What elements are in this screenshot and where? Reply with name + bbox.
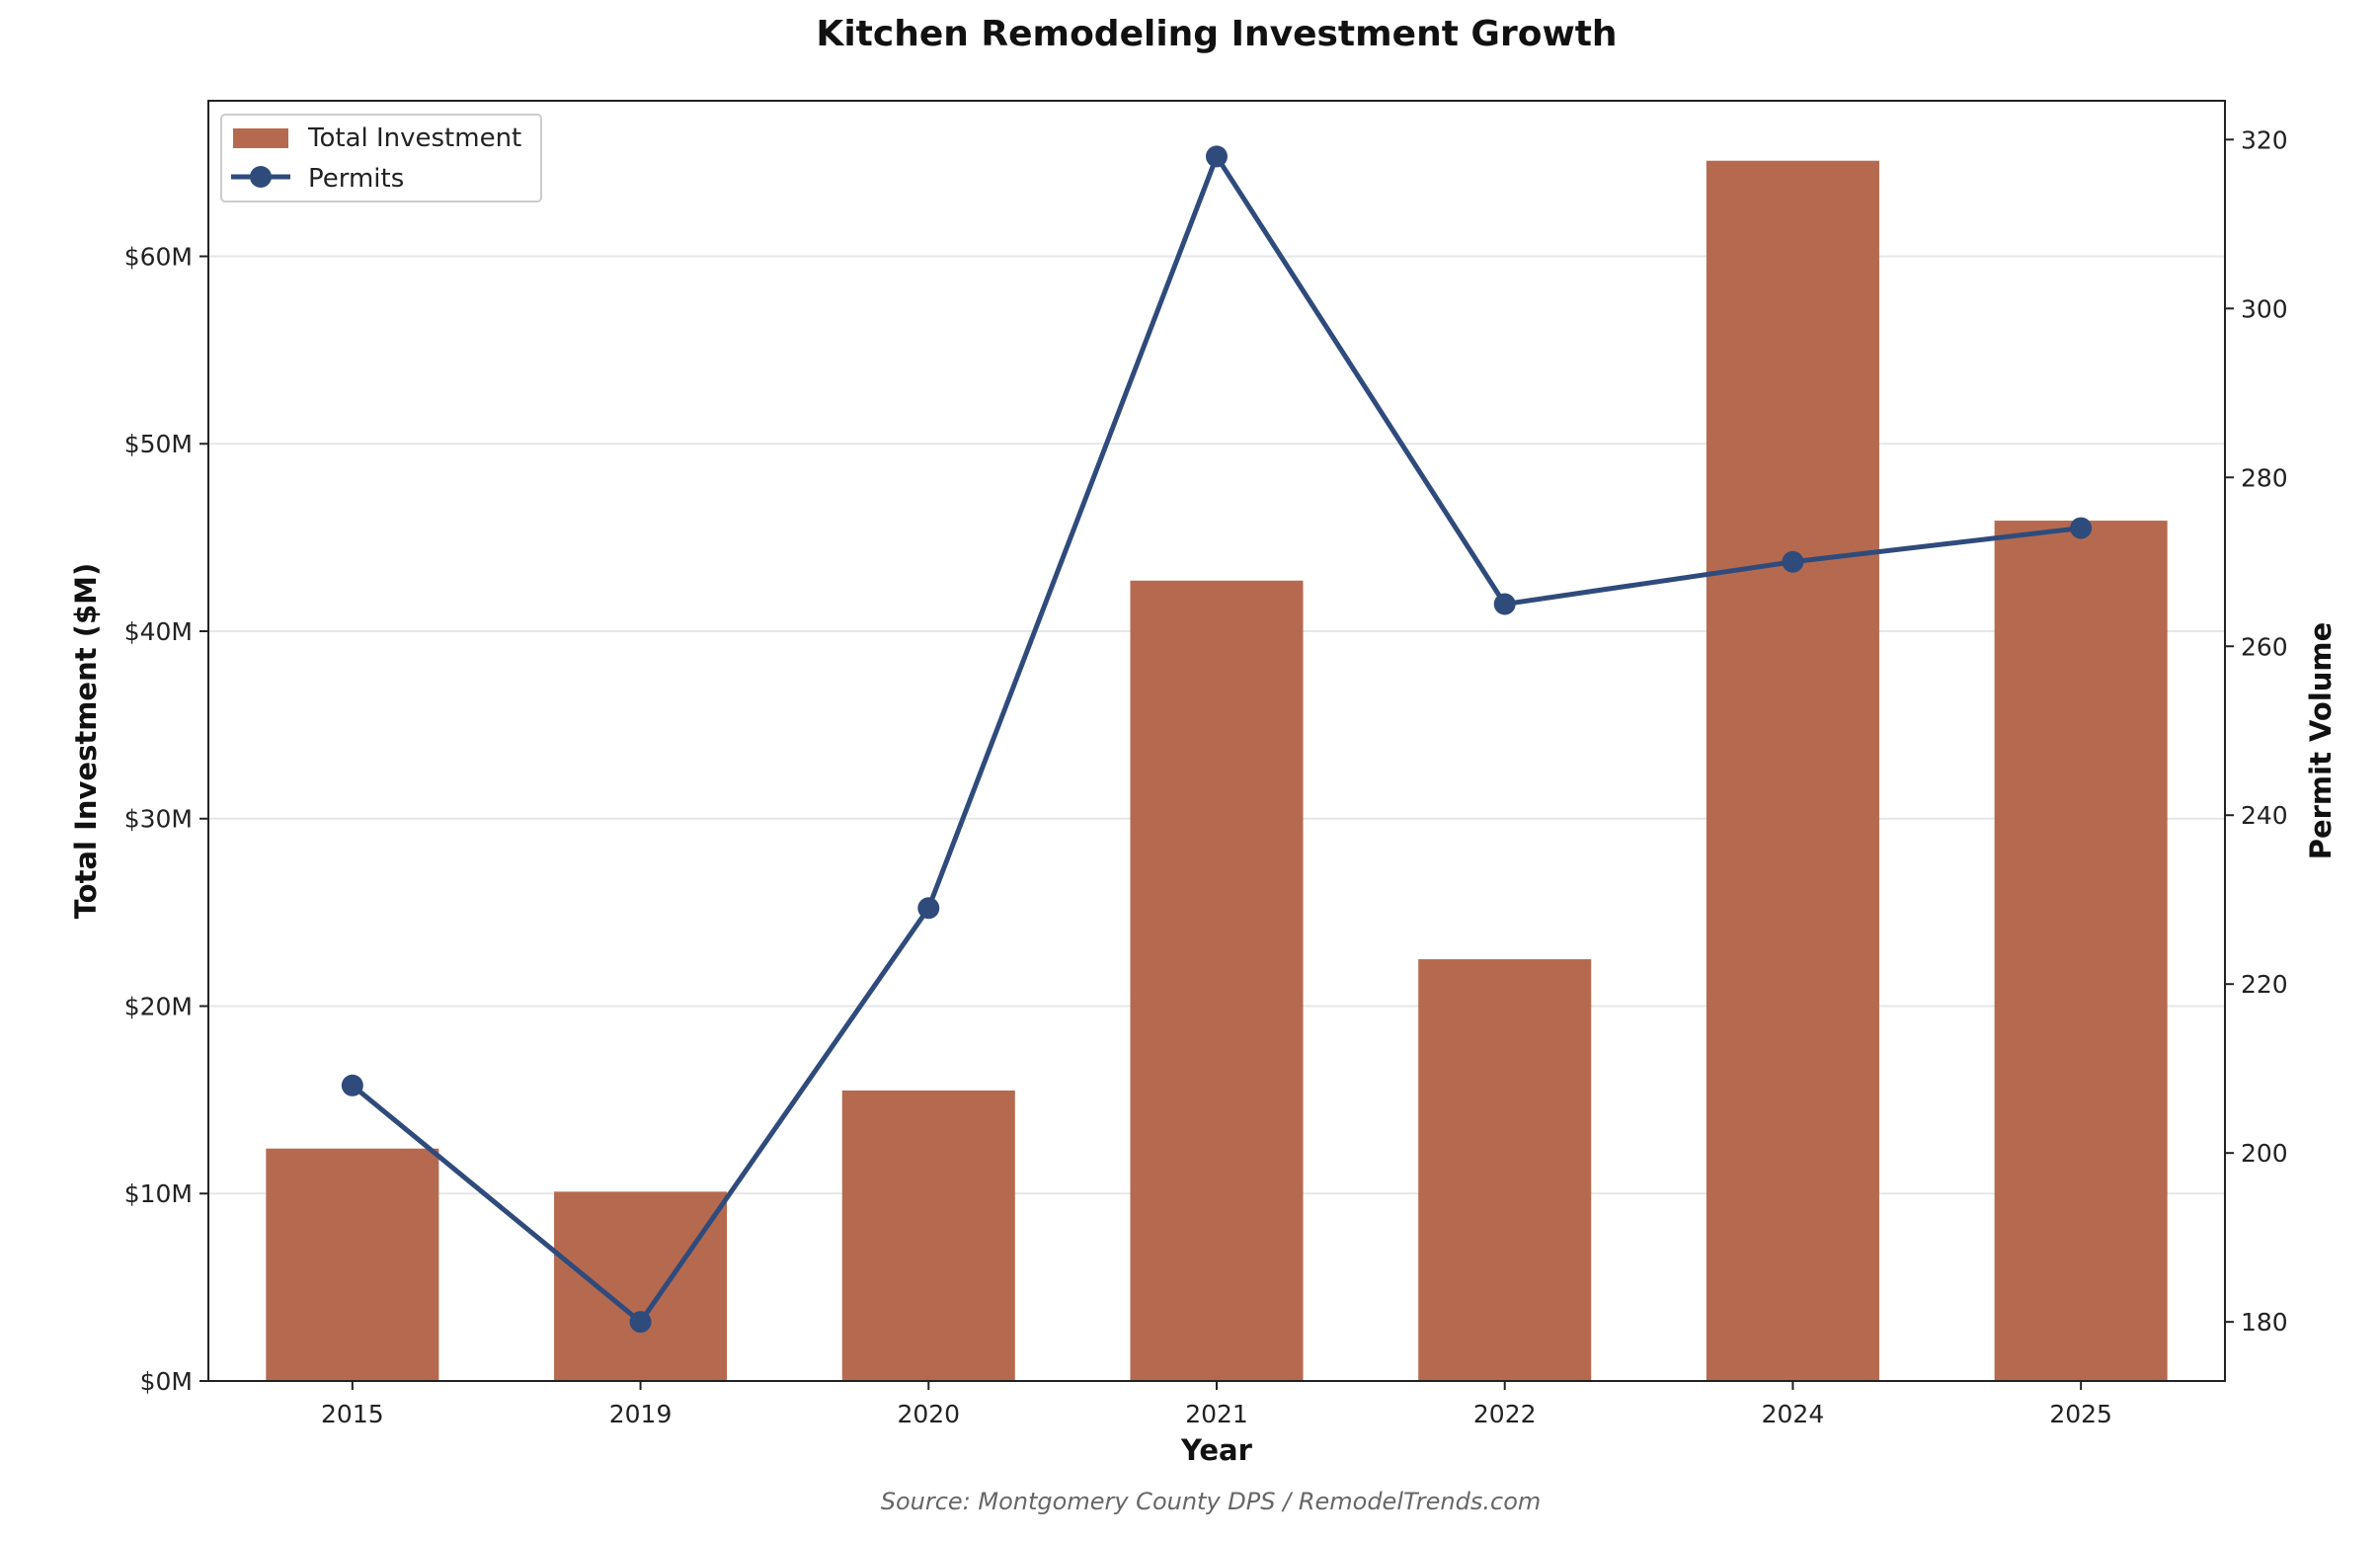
x-tick-label-2015: 2015 [321,1400,384,1428]
bar-2015 [266,1148,439,1381]
x-tick-label-2025: 2025 [2049,1400,2112,1428]
y-tick-label-6: $60M [124,242,193,271]
x-tick-label-2022: 2022 [1473,1400,1537,1428]
y2-tick-label-7: 320 [2241,125,2288,154]
x-tick-label-2021: 2021 [1185,1400,1248,1428]
y-tick-label-0: $0M [140,1367,193,1396]
axes [199,100,2234,1390]
legend-swatch-total-investment [233,128,288,148]
bar-2024 [1706,160,1879,1382]
y2-tick-label-3: 240 [2241,801,2288,830]
tick-labels: $0M $10M $20M $30M $40M $50M $60M 180 200 220 240 2… [124,125,2288,1428]
y2-tick-label-1: 200 [2241,1139,2288,1168]
x-tick-label-2020: 2020 [897,1400,960,1428]
y-tick-label-4: $40M [124,617,193,646]
legend-frame [220,114,542,203]
legend-label-permits: Permits [308,164,404,194]
permits-point-2019 [629,1311,652,1334]
x-axis-label: Year [1180,1433,1253,1467]
y2-tick-label-2: 220 [2241,970,2288,999]
y-axis-label: Total Investment ($M) [69,563,103,920]
y2-tick-label-0: 180 [2241,1308,2288,1337]
bar-2022 [1418,959,1592,1381]
permits-line [341,145,2093,1334]
legend-marker-permits [250,166,272,188]
source-note: Source: Montgomery County DPS / RemodelT… [881,1488,1542,1515]
y2-tick-label-4: 260 [2241,632,2288,661]
permits-point-2024 [1782,550,1804,573]
permits-point-2015 [341,1074,363,1096]
y-tick-label-1: $10M [124,1179,193,1208]
legend-label-total-investment: Total Investment [307,123,521,153]
bars [266,160,2168,1382]
y-tick-label-3: $30M [124,805,193,834]
y2-tick-label-6: 300 [2241,294,2288,323]
permits-point-2020 [917,897,940,920]
y-tick-label-5: $50M [124,430,193,458]
y-tick-label-2: $20M [124,992,193,1020]
permits-point-2025 [2070,517,2093,539]
bar-2019 [554,1191,728,1381]
y2-tick-label-5: 280 [2241,463,2288,492]
bar-2020 [841,1090,1015,1381]
bar-2021 [1130,580,1304,1381]
y2-axis-label: Permit Volume [2304,622,2338,860]
bar-2025 [1994,521,2168,1381]
permits-point-2022 [1493,593,1516,615]
chart-title: Kitchen Remodeling Investment Growth [816,14,1617,54]
permits-point-2021 [1206,145,1228,168]
x-tick-label-2019: 2019 [609,1400,673,1428]
x-tick-label-2024: 2024 [1762,1400,1825,1428]
legend: Total Investment Permits [220,114,542,203]
